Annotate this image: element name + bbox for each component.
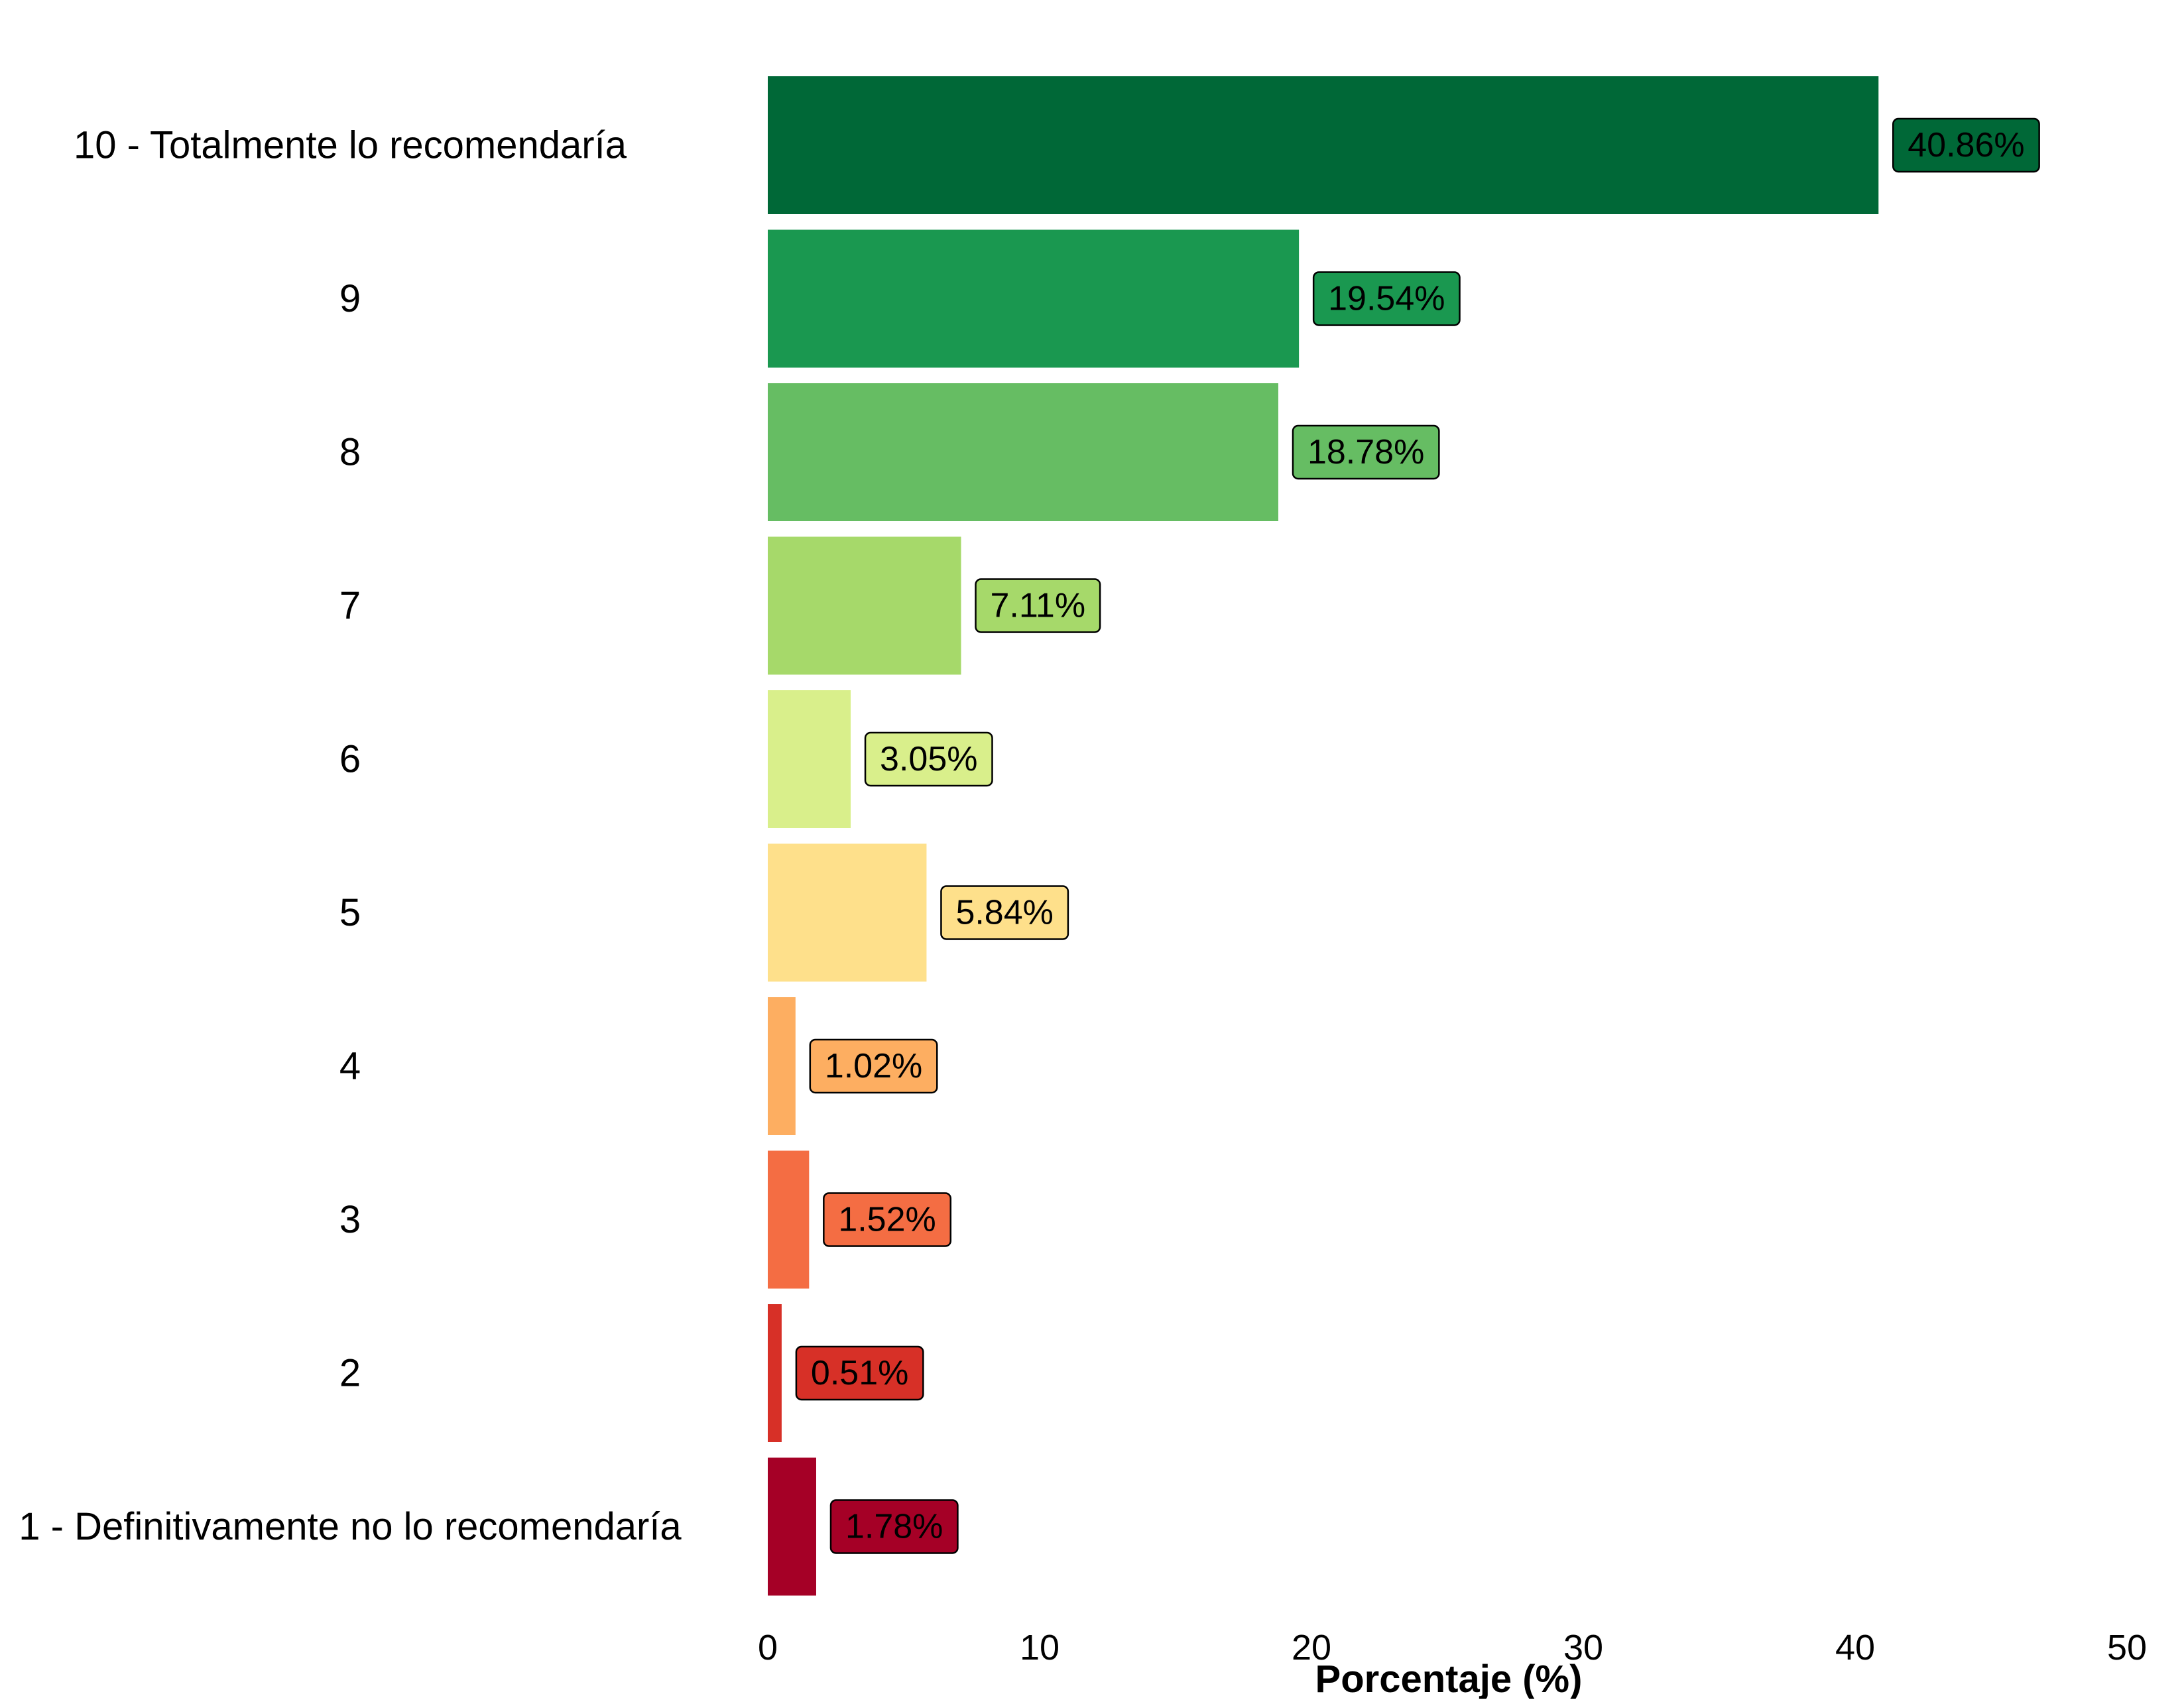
data-label-text: 18.78% xyxy=(1307,433,1424,471)
bar-6 xyxy=(768,690,851,828)
data-label-box xyxy=(1312,271,1461,326)
category-label-10: 10 - Totalmente lo recomendaría xyxy=(74,124,627,167)
data-label-4: 1.02% xyxy=(809,1038,938,1094)
data-label-box xyxy=(975,578,1101,633)
x-tick-label: 40 xyxy=(1835,1628,1875,1668)
bar-10 xyxy=(768,76,1879,214)
category-label-1: 1 - Definitivamente no lo recomendaría xyxy=(19,1505,682,1548)
data-label-box xyxy=(1892,117,2040,173)
data-label-text: 1.78% xyxy=(845,1508,943,1546)
data-label-3: 1.52% xyxy=(823,1192,952,1247)
data-label-text: 40.86% xyxy=(1908,126,2024,164)
data-label-box xyxy=(795,1345,924,1401)
data-label-7: 7.11% xyxy=(975,578,1101,633)
category-label-5: 5 xyxy=(339,891,361,934)
category-label-2: 2 xyxy=(339,1352,361,1395)
bar-5 xyxy=(768,843,927,982)
data-label-2: 0.51% xyxy=(795,1345,924,1401)
category-label-7: 7 xyxy=(339,584,361,627)
data-label-box xyxy=(1292,424,1440,480)
data-label-box xyxy=(864,731,993,787)
bar-2 xyxy=(768,1304,782,1442)
bar-3 xyxy=(768,1150,810,1289)
data-label-box xyxy=(809,1038,938,1094)
category-label-6: 6 xyxy=(339,738,361,781)
x-tick-label: 20 xyxy=(1292,1628,1331,1668)
bar-8 xyxy=(768,383,1278,521)
bar-1 xyxy=(768,1457,816,1596)
data-label-text: 0.51% xyxy=(811,1354,908,1392)
data-label-8: 18.78% xyxy=(1292,424,1440,480)
data-label-10: 40.86% xyxy=(1892,117,2040,173)
data-label-1: 1.78% xyxy=(829,1499,959,1554)
x-tick-label: 30 xyxy=(1563,1628,1603,1668)
category-label-4: 4 xyxy=(339,1045,361,1088)
category-label-8: 8 xyxy=(339,431,361,474)
data-label-box xyxy=(823,1192,952,1247)
data-labels-layer: 40.86% 19.54% 18.78% 7.11% 3.05% 5.84% 1.02% 1.… xyxy=(795,117,2040,1554)
data-label-box xyxy=(940,885,1069,940)
bar-7 xyxy=(768,536,961,675)
data-label-5: 5.84% xyxy=(940,885,1069,940)
x-axis-ticks-layer: 0 10 20 30 40 50 xyxy=(758,1628,2147,1668)
data-label-text: 19.54% xyxy=(1328,280,1445,318)
category-labels-layer: 10 - Totalmente lo recomendaría 9 8 7 6 5 4 3 2 1… xyxy=(19,124,682,1549)
data-label-text: 1.02% xyxy=(825,1047,922,1085)
category-label-3: 3 xyxy=(339,1198,361,1241)
data-label-text: 5.84% xyxy=(955,894,1053,932)
bar-9 xyxy=(768,229,1300,368)
x-tick-label: 0 xyxy=(758,1628,778,1668)
data-label-text: 3.05% xyxy=(880,740,977,778)
bar-4 xyxy=(768,997,796,1135)
data-label-box xyxy=(829,1499,959,1554)
x-tick-label: 50 xyxy=(2107,1628,2147,1668)
category-label-9: 9 xyxy=(339,277,361,320)
data-label-6: 3.05% xyxy=(864,731,993,787)
x-tick-label: 10 xyxy=(1020,1628,1060,1668)
data-label-9: 19.54% xyxy=(1312,271,1461,326)
data-label-text: 1.52% xyxy=(838,1201,936,1239)
data-label-text: 7.11% xyxy=(991,587,1086,625)
bars-layer xyxy=(768,76,1879,1596)
x-axis-title: Porcentaje (%) xyxy=(1315,1658,1583,1699)
